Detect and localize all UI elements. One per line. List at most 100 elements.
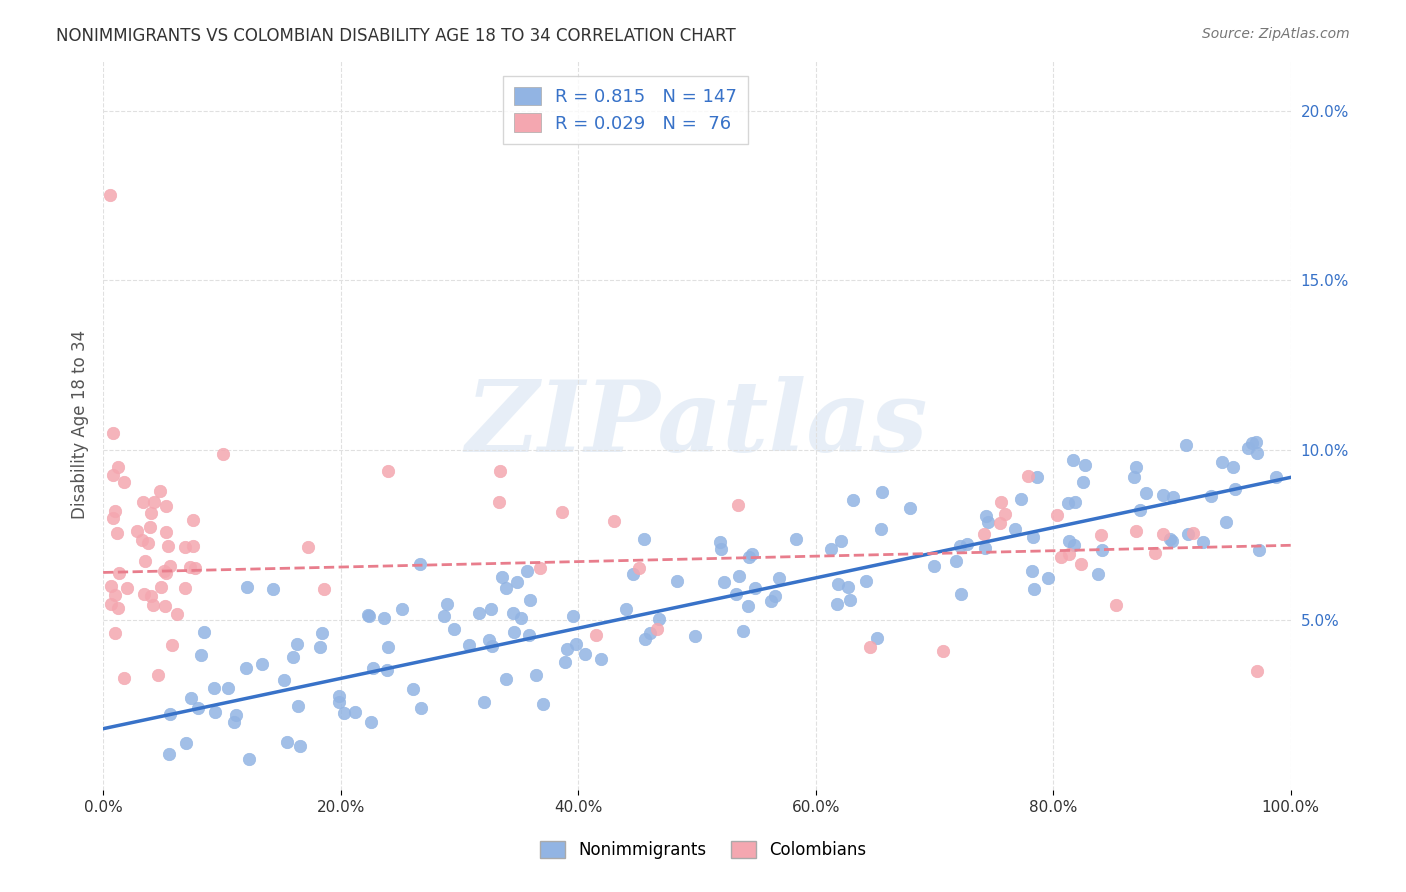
- Point: [855, 574, 877, 589]
- Point: [1161, 534, 1184, 549]
- Point: [1223, 482, 1246, 496]
- Point: [623, 566, 645, 581]
- Point: [181, 513, 204, 527]
- Point: [924, 559, 946, 574]
- Point: [727, 499, 749, 513]
- Point: [1071, 475, 1094, 489]
- Point: [827, 576, 849, 591]
- Point: [235, 661, 257, 675]
- Point: [146, 668, 169, 682]
- Point: [1246, 664, 1268, 678]
- Point: [731, 624, 754, 638]
- Point: [666, 574, 689, 588]
- Point: [101, 511, 124, 525]
- Point: [1004, 522, 1026, 536]
- Point: [472, 695, 495, 709]
- Point: [311, 626, 333, 640]
- Point: [1063, 494, 1085, 508]
- Point: [488, 464, 510, 478]
- Point: [297, 540, 319, 554]
- Point: [1247, 542, 1270, 557]
- Point: [359, 608, 381, 623]
- Point: [202, 681, 225, 695]
- Point: [409, 701, 432, 715]
- Point: [645, 622, 668, 636]
- Point: [273, 673, 295, 687]
- Point: [1246, 434, 1268, 449]
- Legend: Nonimmigrants, Colombians: Nonimmigrants, Colombians: [533, 834, 873, 866]
- Point: [252, 657, 274, 671]
- Point: [1152, 527, 1174, 541]
- Point: [603, 514, 626, 528]
- Point: [391, 602, 413, 616]
- Point: [614, 601, 637, 615]
- Point: [481, 639, 503, 653]
- Point: [187, 700, 209, 714]
- Point: [1038, 572, 1060, 586]
- Point: [104, 588, 127, 602]
- Point: [287, 638, 309, 652]
- Point: [1087, 567, 1109, 582]
- Point: [737, 599, 759, 613]
- Point: [375, 663, 398, 677]
- Point: [554, 656, 576, 670]
- Point: [377, 464, 399, 478]
- Point: [713, 574, 735, 589]
- Point: [457, 639, 479, 653]
- Point: [100, 579, 122, 593]
- Point: [1163, 490, 1185, 504]
- Point: [1264, 469, 1286, 483]
- Point: [866, 631, 889, 645]
- Point: [1021, 564, 1043, 578]
- Point: [174, 736, 197, 750]
- Point: [519, 593, 541, 607]
- Point: [225, 708, 247, 723]
- Point: [503, 625, 526, 640]
- Point: [1046, 508, 1069, 522]
- Point: [502, 606, 524, 620]
- Point: [333, 706, 356, 720]
- Point: [150, 580, 173, 594]
- Point: [127, 524, 149, 538]
- Point: [101, 426, 124, 441]
- Point: [433, 609, 456, 624]
- Point: [628, 561, 651, 575]
- Point: [276, 734, 298, 748]
- Point: [990, 495, 1012, 509]
- Point: [283, 649, 305, 664]
- Point: [949, 539, 972, 553]
- Point: [262, 582, 284, 597]
- Point: [155, 566, 177, 581]
- Point: [634, 632, 657, 646]
- Point: [309, 640, 332, 655]
- Point: [898, 501, 921, 516]
- Point: [159, 706, 181, 721]
- Point: [555, 642, 578, 657]
- Point: [1144, 546, 1167, 560]
- Point: [108, 566, 131, 580]
- Point: [839, 593, 862, 607]
- Point: [179, 560, 201, 574]
- Point: [142, 495, 165, 509]
- Point: [685, 629, 707, 643]
- Point: [1191, 535, 1213, 549]
- Point: [159, 559, 181, 574]
- Point: [531, 697, 554, 711]
- Point: [945, 554, 967, 568]
- Point: [1063, 538, 1085, 552]
- Point: [710, 542, 733, 557]
- Point: [1135, 486, 1157, 500]
- Point: [100, 597, 122, 611]
- Point: [204, 705, 226, 719]
- Point: [104, 626, 127, 640]
- Point: [1021, 530, 1043, 544]
- Point: [759, 594, 782, 608]
- Point: [869, 522, 891, 536]
- Point: [149, 484, 172, 499]
- Point: [1240, 436, 1263, 450]
- Point: [134, 554, 156, 568]
- Point: [488, 495, 510, 509]
- Point: [377, 640, 399, 654]
- Point: [565, 636, 588, 650]
- Point: [290, 739, 312, 753]
